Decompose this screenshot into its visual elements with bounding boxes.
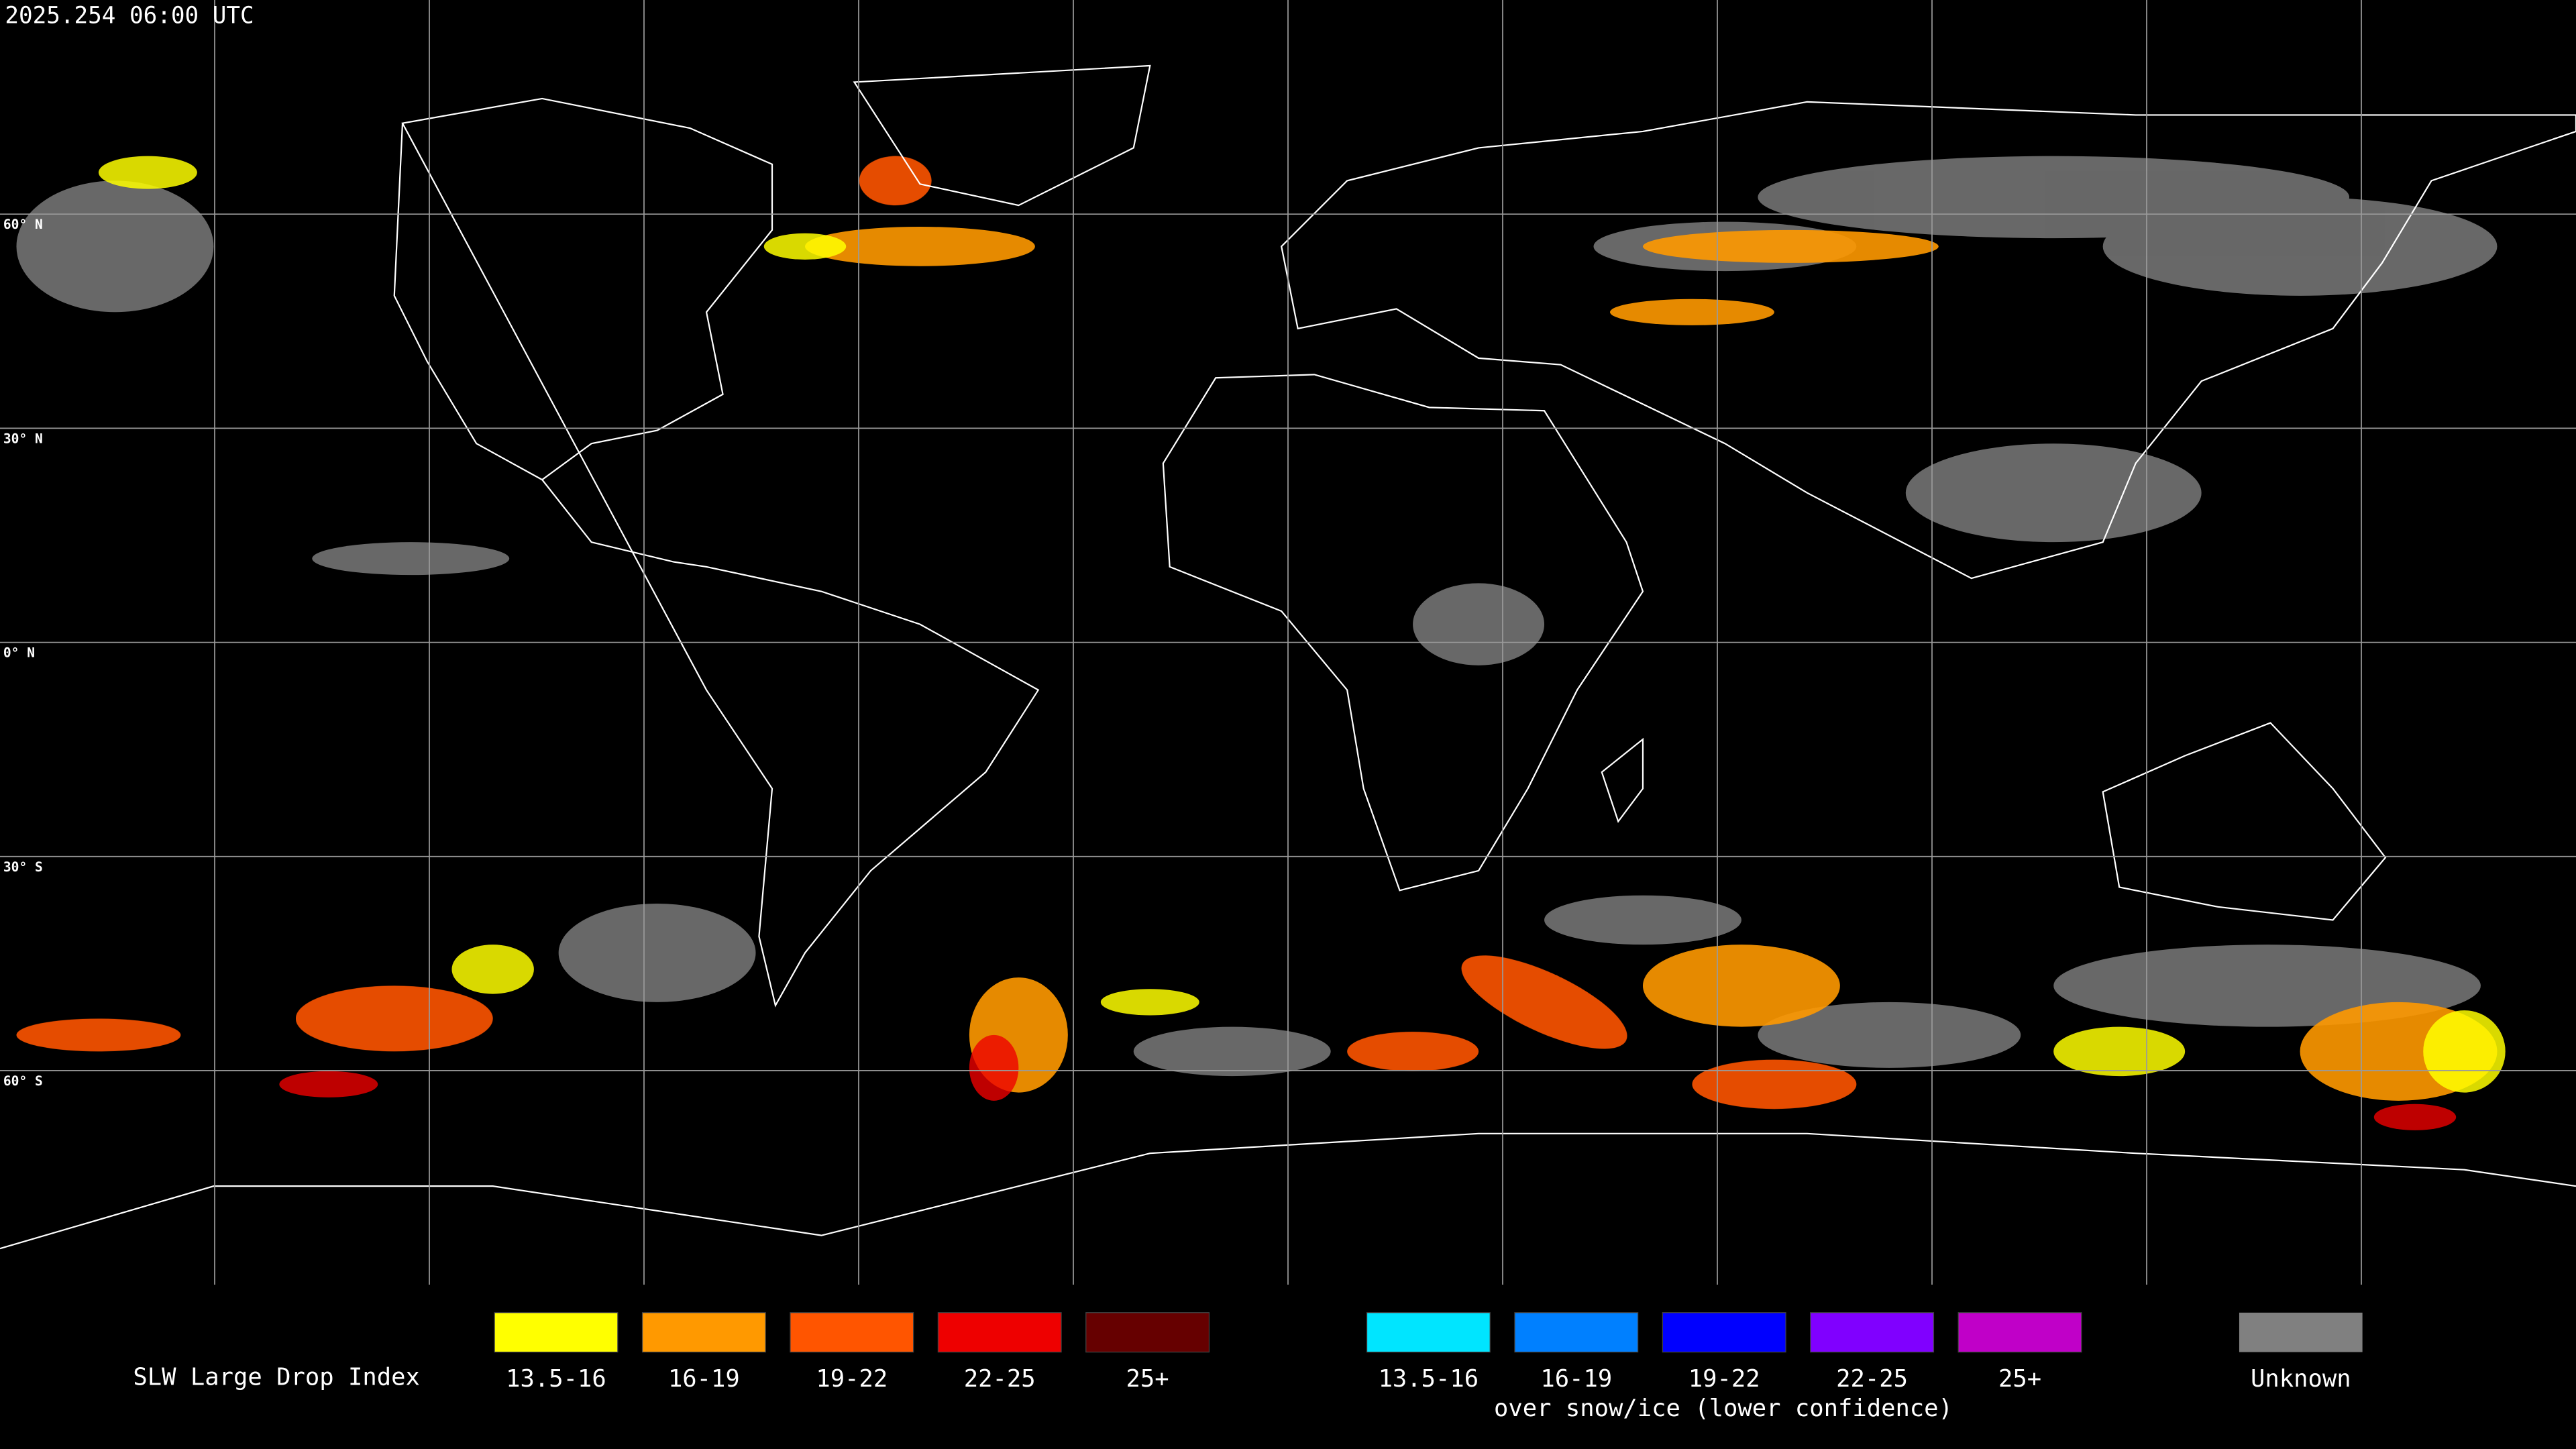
legend-swatch: [1810, 1312, 1935, 1353]
coastlines: [0, 64, 2576, 1250]
timestamp: 2025.254 06:00 UTC: [5, 2, 254, 29]
legend-label: 22-25: [964, 1365, 1036, 1393]
legend-label: 19-22: [816, 1365, 888, 1393]
legend-note: over snow/ice (lower confidence): [1494, 1395, 1953, 1422]
legend-swatch: [2239, 1312, 2363, 1352]
latitude-label: 30° S: [3, 859, 43, 875]
legend-label: 16-19: [1540, 1365, 1612, 1393]
legend-swatch: [1957, 1312, 2082, 1353]
latitude-label: 0° N: [3, 645, 35, 661]
legend-label: 13.5-16: [1379, 1365, 1479, 1393]
legend-swatch: [937, 1312, 1062, 1353]
legend: 13.5-16 16-19 19-22 22-25 25+ 13.5-16 16-19 19-…: [494, 1312, 2363, 1422]
graticule: 60° N 30° N 0° N 30° S 60° S: [0, 0, 2576, 1285]
cloud-field: [16, 156, 2506, 1130]
latitude-label: 60° N: [3, 217, 43, 232]
legend-title: SLW Large Drop Index: [133, 1363, 419, 1391]
legend-label: 22-25: [1836, 1365, 1908, 1393]
legend-label: 13.5-16: [506, 1365, 606, 1393]
legend-swatch: [790, 1312, 914, 1353]
legend-swatch: [641, 1312, 766, 1353]
latitude-label: 30° N: [3, 431, 43, 446]
legend-swatch: [1085, 1312, 1210, 1353]
legend-label: 16-19: [668, 1365, 740, 1393]
legend-label: 25+: [1126, 1365, 1169, 1393]
legend-swatch: [494, 1312, 619, 1353]
legend-label: Unknown: [2251, 1365, 2351, 1393]
legend-panel: [0, 1285, 2576, 1449]
legend-label: 25+: [1998, 1365, 2041, 1393]
legend-label: 19-22: [1688, 1365, 1760, 1393]
legend-swatch: [1514, 1312, 1639, 1353]
legend-swatch: [1366, 1312, 1491, 1353]
latitude-label: 60° S: [3, 1073, 43, 1089]
legend-swatch: [1662, 1312, 1786, 1353]
